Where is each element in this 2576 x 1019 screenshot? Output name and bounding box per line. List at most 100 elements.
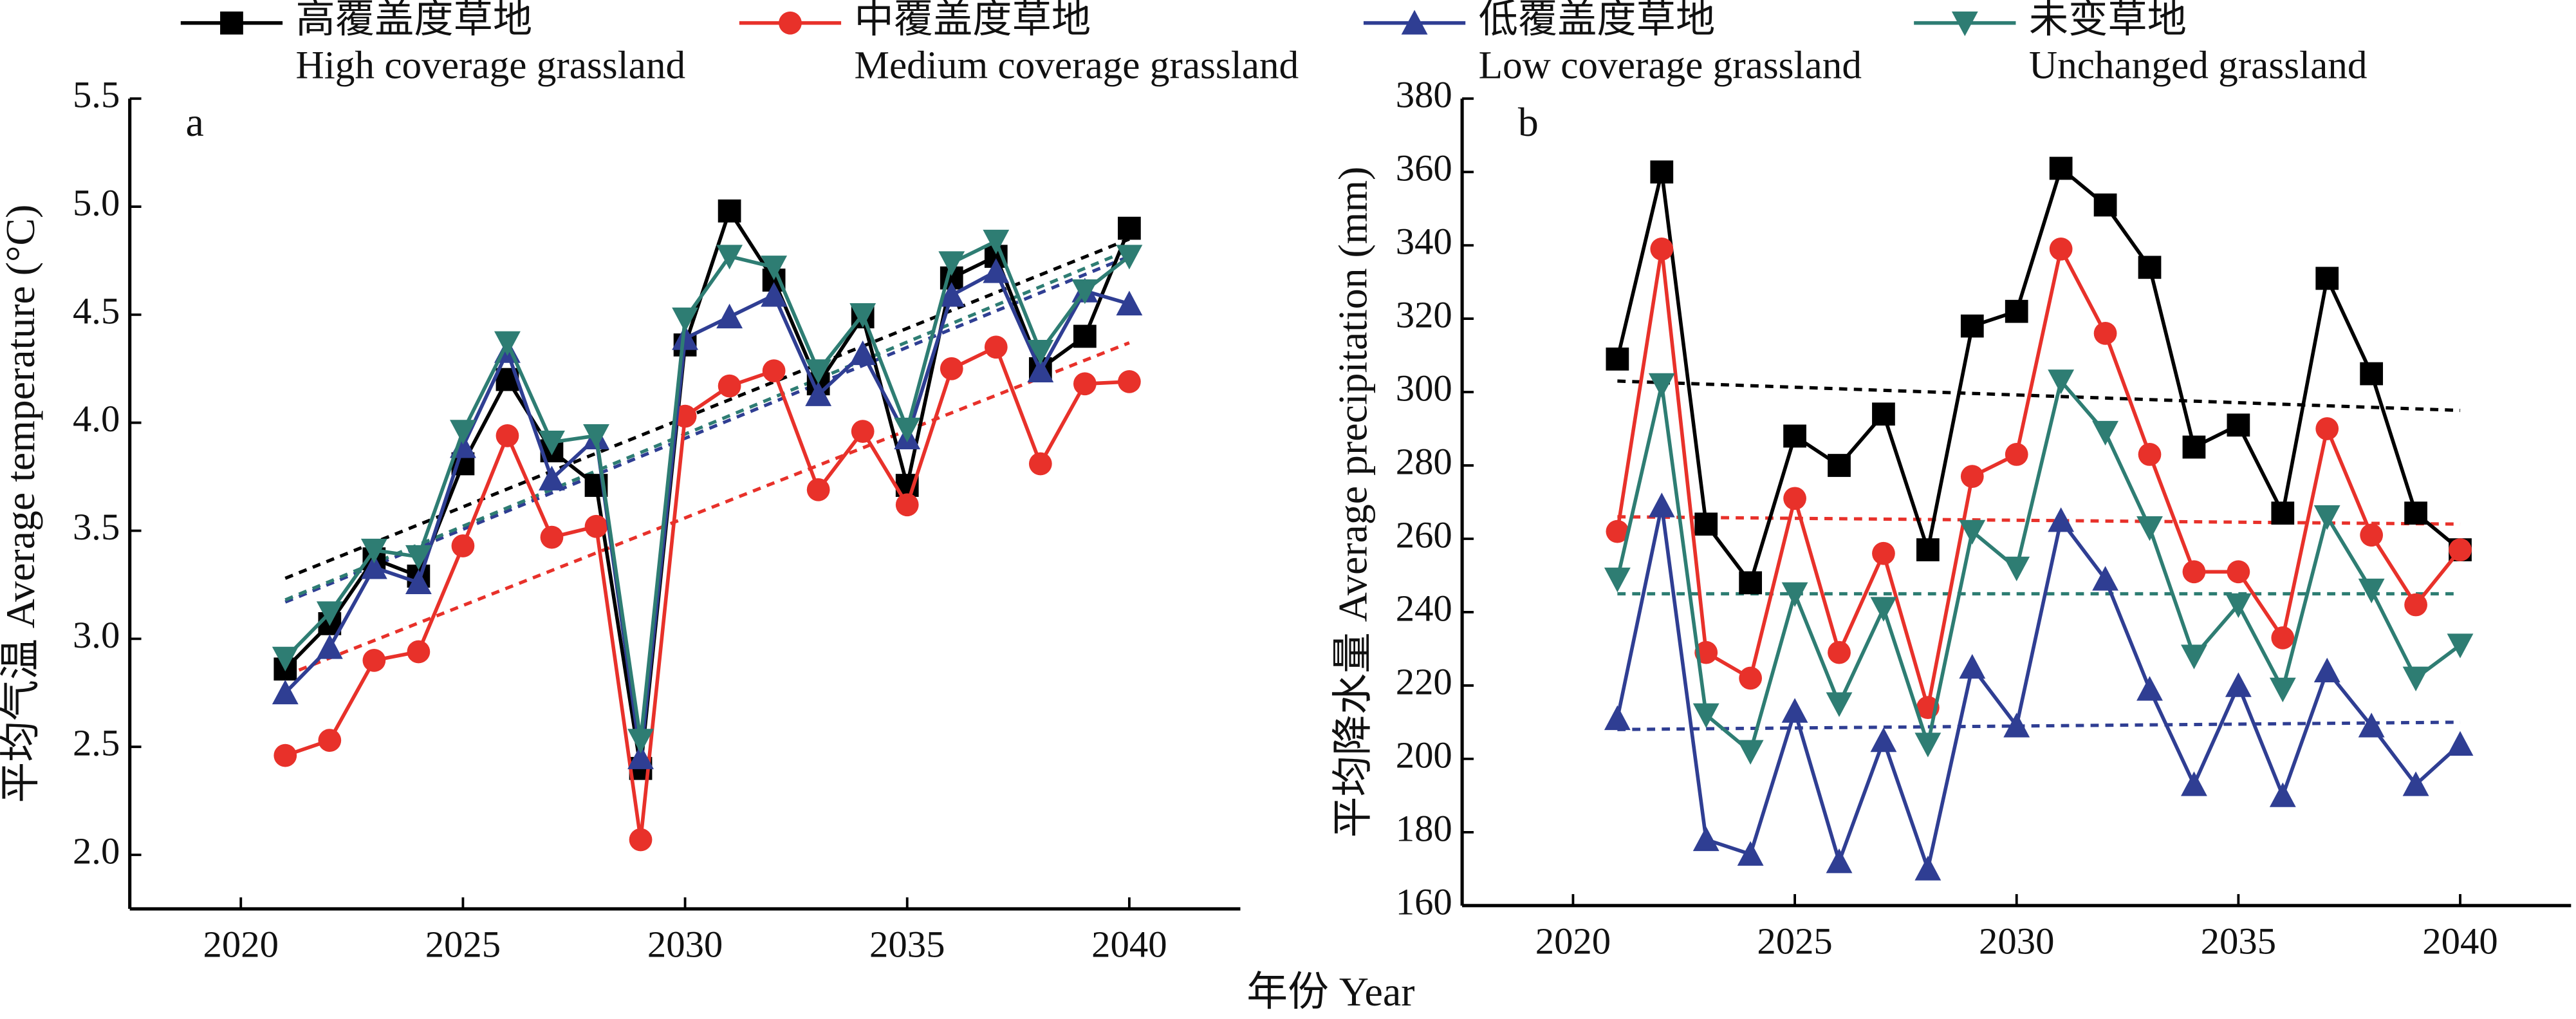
marker	[1071, 279, 1098, 304]
marker	[1916, 538, 1940, 561]
y-tick-label: 200	[1396, 734, 1452, 776]
marker	[2313, 505, 2340, 530]
marker	[1828, 454, 1851, 477]
marker	[1648, 373, 1675, 398]
marker	[2269, 677, 2296, 703]
marker	[1648, 492, 1675, 518]
marker	[539, 465, 565, 491]
marker	[539, 431, 565, 456]
marker	[2005, 443, 2028, 466]
marker	[1650, 160, 1674, 184]
x-tick-label: 2020	[1535, 921, 1611, 962]
marker	[1783, 487, 1806, 510]
marker	[2181, 771, 2207, 796]
trend-line	[284, 238, 1130, 580]
legend-label-en: High coverage grassland	[296, 43, 686, 87]
x-tick-label: 2040	[2422, 921, 2497, 962]
panel-label: a	[185, 99, 203, 145]
marker	[2093, 322, 2117, 345]
marker	[2093, 193, 2117, 217]
marker	[1606, 519, 1629, 543]
y-tick-label: 380	[1396, 74, 1452, 116]
y-tick-label: 2.0	[73, 830, 120, 872]
legend-label: 高覆盖度草地	[296, 0, 533, 41]
marker	[2003, 556, 2030, 582]
marker	[938, 251, 965, 276]
marker	[806, 478, 830, 501]
marker	[1870, 727, 1897, 753]
marker	[407, 640, 431, 664]
marker	[1828, 640, 1851, 664]
marker	[2138, 443, 2162, 466]
marker	[1737, 841, 1764, 866]
marker	[718, 374, 741, 398]
marker	[2049, 156, 2073, 180]
marker	[1959, 654, 1986, 679]
marker	[316, 601, 343, 626]
marker	[2049, 237, 2073, 261]
marker	[2181, 644, 2207, 669]
marker	[761, 256, 788, 281]
marker	[2225, 593, 2252, 618]
marker	[1027, 340, 1054, 365]
marker	[1116, 290, 1143, 315]
marker	[220, 11, 243, 35]
marker	[360, 538, 387, 564]
marker	[627, 729, 654, 754]
legend-label-en: Unchanged grassland	[2029, 43, 2368, 87]
x-tick-label: 2020	[203, 924, 279, 966]
marker	[540, 525, 564, 549]
marker	[940, 357, 963, 380]
marker	[983, 258, 1010, 283]
marker	[2136, 516, 2163, 541]
marker	[2447, 731, 2474, 756]
marker	[716, 245, 743, 270]
marker	[2227, 560, 2250, 584]
y-tick-label: 2.5	[73, 722, 120, 764]
marker	[629, 828, 653, 852]
marker	[273, 743, 297, 767]
y-tick-label: 160	[1396, 881, 1452, 922]
y-tick-label: 3.0	[73, 614, 120, 656]
marker	[1781, 698, 1808, 723]
y-tick-label: 260	[1396, 514, 1452, 556]
legend-label: 未变草地	[2029, 0, 2187, 41]
marker	[1870, 597, 1897, 622]
marker	[1401, 10, 1428, 35]
marker	[672, 325, 698, 350]
series-line	[1615, 165, 2461, 587]
marker	[494, 331, 521, 356]
marker	[1783, 424, 1806, 448]
marker	[451, 534, 475, 557]
marker	[2005, 299, 2028, 323]
marker	[2358, 578, 2385, 604]
marker	[2449, 538, 2472, 561]
x-tick-label: 2030	[647, 924, 723, 966]
marker	[849, 303, 876, 328]
marker	[1028, 452, 1052, 476]
marker	[2269, 782, 2296, 807]
y-tick-label: 3.5	[73, 506, 120, 548]
marker	[316, 634, 343, 659]
marker	[1951, 11, 1978, 37]
x-tick-label: 2040	[1091, 924, 1167, 966]
marker	[1872, 402, 1895, 426]
legend-label: 中覆盖度草地	[855, 0, 1091, 41]
x-tick-label: 2035	[2201, 921, 2276, 962]
marker	[762, 359, 786, 383]
marker	[2447, 633, 2474, 659]
marker	[1606, 347, 1629, 371]
marker	[716, 303, 743, 329]
marker	[672, 307, 698, 332]
marker	[1694, 512, 1718, 536]
marker	[851, 420, 875, 443]
marker	[496, 424, 519, 447]
marker	[1872, 541, 1895, 565]
marker	[1781, 582, 1808, 607]
marker	[318, 729, 342, 752]
marker	[2358, 713, 2385, 738]
marker	[1914, 733, 1941, 758]
marker	[2402, 771, 2429, 796]
y-tick-label: 240	[1396, 587, 1452, 629]
marker	[1116, 245, 1143, 270]
